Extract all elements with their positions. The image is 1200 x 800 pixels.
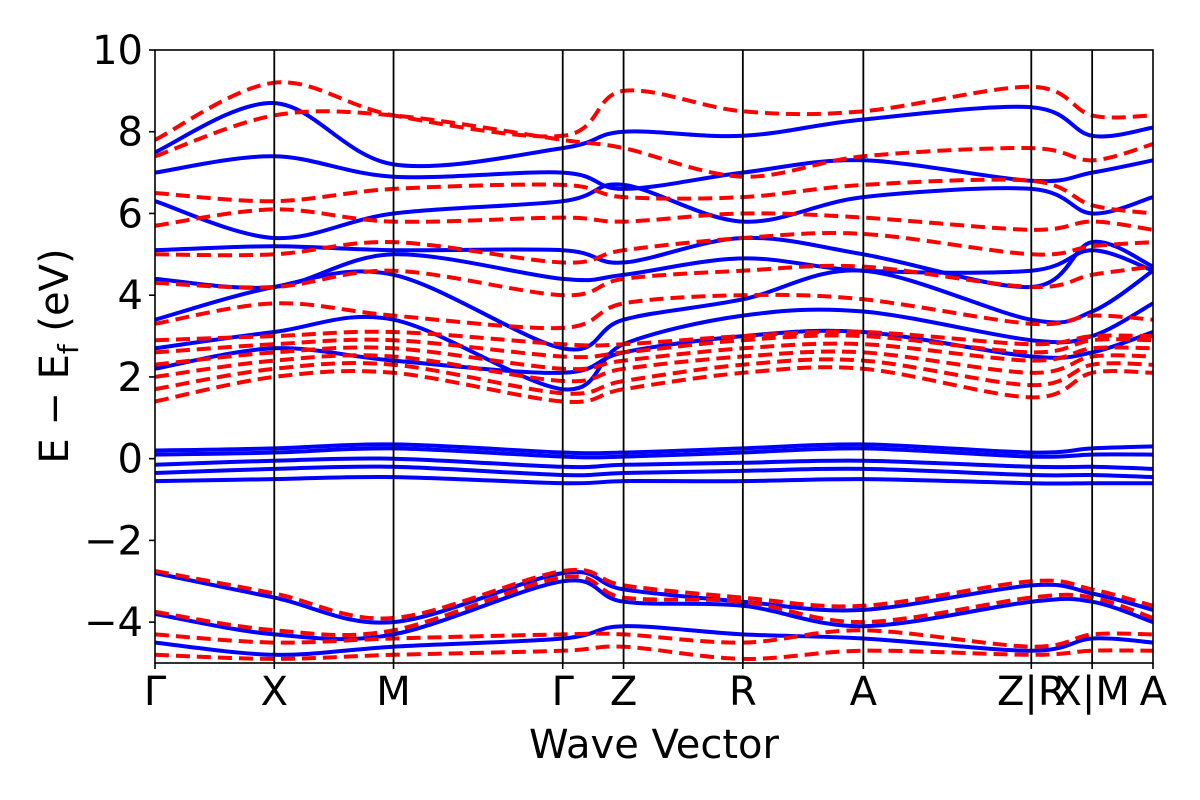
- y-axis-title-subscript: f: [52, 343, 85, 354]
- series-2-band-16: [155, 628, 1153, 649]
- y-tick-label-8: −4: [84, 600, 143, 646]
- series-2-band-1: [155, 365, 1153, 404]
- series-2-band-7: [155, 292, 1153, 331]
- x-tick-label-10: A: [1140, 669, 1168, 715]
- series-1-band-1: [155, 474, 1153, 486]
- series-2-band-17: [155, 644, 1153, 661]
- y-tick-label-2: 8: [118, 110, 143, 156]
- x-tick-label-7: A: [850, 669, 878, 715]
- bands-layer: [155, 80, 1153, 661]
- x-tick-label-9: X|M: [1054, 669, 1129, 715]
- high-symmetry-lines: [273, 50, 1094, 663]
- y-tick-label-7: −2: [84, 518, 143, 564]
- series-2-band-15: [155, 574, 1153, 638]
- x-tick-label-1: Γ: [144, 669, 167, 715]
- series-2-band-13: [155, 80, 1153, 142]
- series-2-band-11: [155, 177, 1153, 216]
- x-tick-label-8: Z|R: [997, 669, 1066, 715]
- plot-frame: [154, 49, 1154, 664]
- y-axis-ticks: 10 8 6 4 2 0 −2 −4: [84, 28, 155, 646]
- series-2-band-6: [155, 329, 1153, 348]
- series-2-band-10: [155, 207, 1153, 232]
- series-1-band-9: [155, 248, 1153, 290]
- x-tick-label-4: Γ: [552, 669, 575, 715]
- series-1-band-10: [155, 235, 1153, 290]
- y-tick-label-3: 6: [118, 191, 143, 237]
- series-2-band-8: [155, 263, 1153, 298]
- x-axis-ticks: Γ X M Γ Z R A Z|RX|M A: [144, 663, 1168, 715]
- x-tick-label-5: Z: [610, 669, 637, 715]
- series-2-band-9: [155, 231, 1153, 265]
- y-tick-label-4: 4: [118, 273, 143, 319]
- series-1-band-13: [155, 101, 1153, 169]
- series-1-band-14: [155, 570, 1153, 625]
- series-1-band-2: [155, 464, 1153, 480]
- series-2-band-3: [155, 349, 1153, 384]
- series-2-band-5: [155, 333, 1153, 360]
- x-axis-title: Wave Vector: [529, 722, 780, 768]
- series-1-band-15: [155, 578, 1153, 642]
- x-tick-label-6: R: [729, 669, 757, 715]
- series-1-band-6: [155, 328, 1153, 375]
- series-1-band-12: [155, 154, 1153, 191]
- series-2-band-2: [155, 357, 1153, 396]
- x-tick-label-2: X: [261, 669, 288, 715]
- y-tick-label-6: 0: [118, 437, 143, 483]
- x-tick-label-3: M: [376, 669, 411, 715]
- series-1-band-16: [155, 624, 1153, 657]
- series-1-band-8: [155, 268, 1153, 352]
- y-tick-label-1: 10: [92, 28, 143, 74]
- series-1-band-11: [155, 182, 1153, 241]
- series-2-band-4: [155, 341, 1153, 372]
- y-tick-label-5: 2: [118, 355, 143, 401]
- y-axis-title-unit: (eV): [32, 248, 78, 344]
- y-axis-title-main: E − E: [32, 354, 78, 464]
- y-axis-title: E − Ef (eV): [32, 248, 85, 463]
- series-2-band-12: [155, 109, 1153, 179]
